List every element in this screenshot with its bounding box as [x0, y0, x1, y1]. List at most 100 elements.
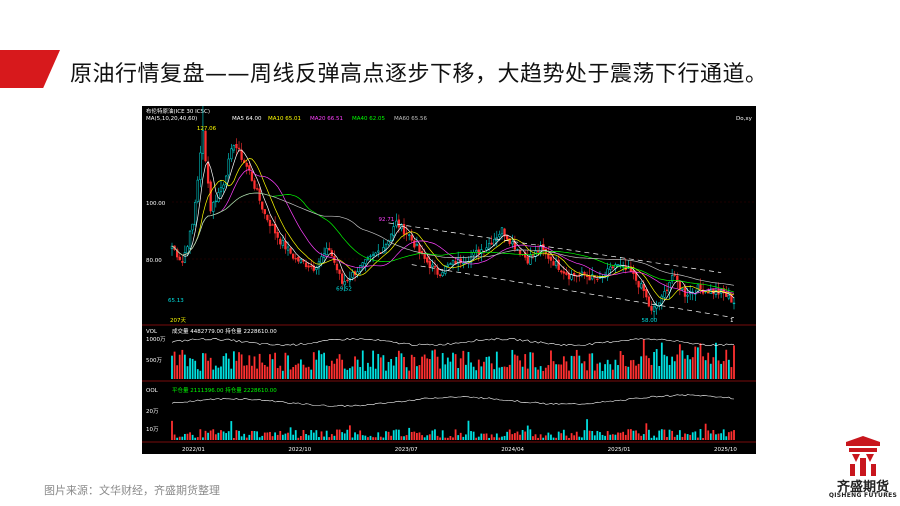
open-interest-bar: [542, 437, 545, 440]
volume-bar: [568, 370, 570, 379]
candle-body: [611, 266, 614, 269]
volume-bar: [390, 358, 393, 379]
open-interest-bar: [302, 429, 305, 440]
candle-body: [281, 240, 285, 246]
volume-bar: [312, 352, 315, 379]
candle-body: [529, 254, 532, 265]
volume-bar: [336, 358, 338, 379]
kline-chart[interactable]: 布伦特原油(ICE 30 ICSC) MA(5,10,20,40,60) MA5…: [142, 106, 756, 454]
candle-body: [335, 263, 339, 271]
open-interest-bar: [410, 432, 413, 440]
volume-bar: [537, 369, 539, 379]
candle-body: [428, 260, 431, 268]
open-interest-bar: [470, 431, 472, 440]
volume-bar: [459, 358, 462, 379]
volume-bar: [173, 351, 176, 379]
open-interest-bar: [653, 435, 655, 440]
volume-bar: [214, 365, 217, 379]
kline-chart-panel[interactable]: 布伦特原油(ICE 30 ICSC) MA(5,10,20,40,60) MA5…: [142, 106, 756, 454]
open-interest-bar: [202, 437, 204, 440]
volume-bar: [251, 365, 253, 379]
volume-bar: [343, 368, 346, 379]
oi-scale-a: 20万: [146, 408, 159, 415]
volume-bar: [697, 347, 699, 379]
open-interest-bar: [173, 434, 176, 440]
open-interest-bar: [310, 430, 313, 440]
open-interest-bar: [256, 431, 258, 440]
open-interest-bar: [519, 434, 521, 440]
candle-body: [369, 255, 372, 258]
open-interest-bar: [495, 433, 498, 440]
volume-bar: [191, 358, 194, 379]
candle-body: [547, 253, 550, 259]
annotation-low-2022: 65.13: [168, 298, 184, 304]
candle-body: [444, 266, 447, 274]
candle-body: [299, 259, 303, 263]
open-interest-bar: [501, 436, 503, 440]
candle-body: [457, 258, 460, 265]
candle-body: [325, 247, 328, 255]
ma40-legend: MA40 62.05: [352, 116, 386, 122]
volume-bar: [271, 359, 274, 379]
open-interest-bar: [629, 429, 632, 440]
open-interest-bar: [405, 435, 408, 440]
open-interest-bar: [214, 434, 217, 440]
volume-bar: [632, 359, 635, 379]
volume-bar: [493, 369, 496, 379]
volume-bar: [470, 362, 472, 379]
volume-bar: [338, 354, 341, 379]
volume-bar: [596, 363, 599, 379]
open-interest-bar: [648, 429, 650, 440]
candle-body: [304, 262, 308, 268]
open-interest-bar: [568, 437, 570, 440]
candle-body: [485, 247, 488, 251]
candle-body: [446, 264, 449, 267]
channel-lower-line: [411, 264, 735, 319]
open-interest-bar: [655, 437, 658, 440]
candle-body: [237, 147, 241, 150]
volume-bar: [562, 356, 565, 379]
open-interest-bar: [343, 433, 346, 440]
open-interest-bar: [351, 437, 354, 440]
volume-bar: [307, 366, 310, 379]
volume-bar: [369, 366, 372, 379]
volume-bar: [508, 364, 511, 379]
candle-body: [436, 267, 439, 275]
volume-bar: [511, 349, 514, 379]
moving-average-lines: [171, 149, 735, 307]
candle-body: [219, 187, 223, 193]
candle-body: [549, 256, 553, 261]
volume-bar: [359, 367, 362, 379]
candle-body: [433, 266, 437, 268]
open-interest-bar: [544, 435, 547, 440]
volume-bar: [681, 350, 684, 379]
candle-body: [201, 130, 205, 154]
open-interest-bar: [552, 437, 555, 440]
open-interest-bar: [230, 421, 233, 440]
open-interest-bar: [369, 435, 372, 440]
open-interest-bar: [235, 430, 238, 440]
open-interest-bar: [240, 436, 243, 440]
open-interest-bar: [684, 433, 686, 440]
open-interest-bar: [730, 431, 733, 440]
volume-bar: [715, 342, 717, 379]
volume-bar: [403, 356, 405, 379]
volume-bar: [428, 359, 431, 379]
candle-body: [588, 275, 591, 281]
volume-bar: [397, 350, 400, 379]
candle-body: [266, 214, 269, 221]
volume-bar: [439, 368, 442, 379]
ma10-legend: MA10 65.01: [268, 116, 301, 122]
open-interest-bar: [581, 437, 583, 440]
volume-bar: [704, 360, 707, 379]
candle-body: [681, 288, 684, 290]
candle-body: [616, 264, 620, 267]
volume-bar: [209, 357, 212, 379]
open-interest-bar: [403, 436, 405, 440]
chart-header: 布伦特原油(ICE 30 ICSC): [146, 107, 210, 115]
volume-bar: [176, 365, 179, 379]
open-interest-bar: [232, 437, 235, 440]
volume-bar: [227, 358, 230, 379]
volume-bar: [238, 352, 240, 379]
open-interest-bar: [452, 437, 454, 440]
